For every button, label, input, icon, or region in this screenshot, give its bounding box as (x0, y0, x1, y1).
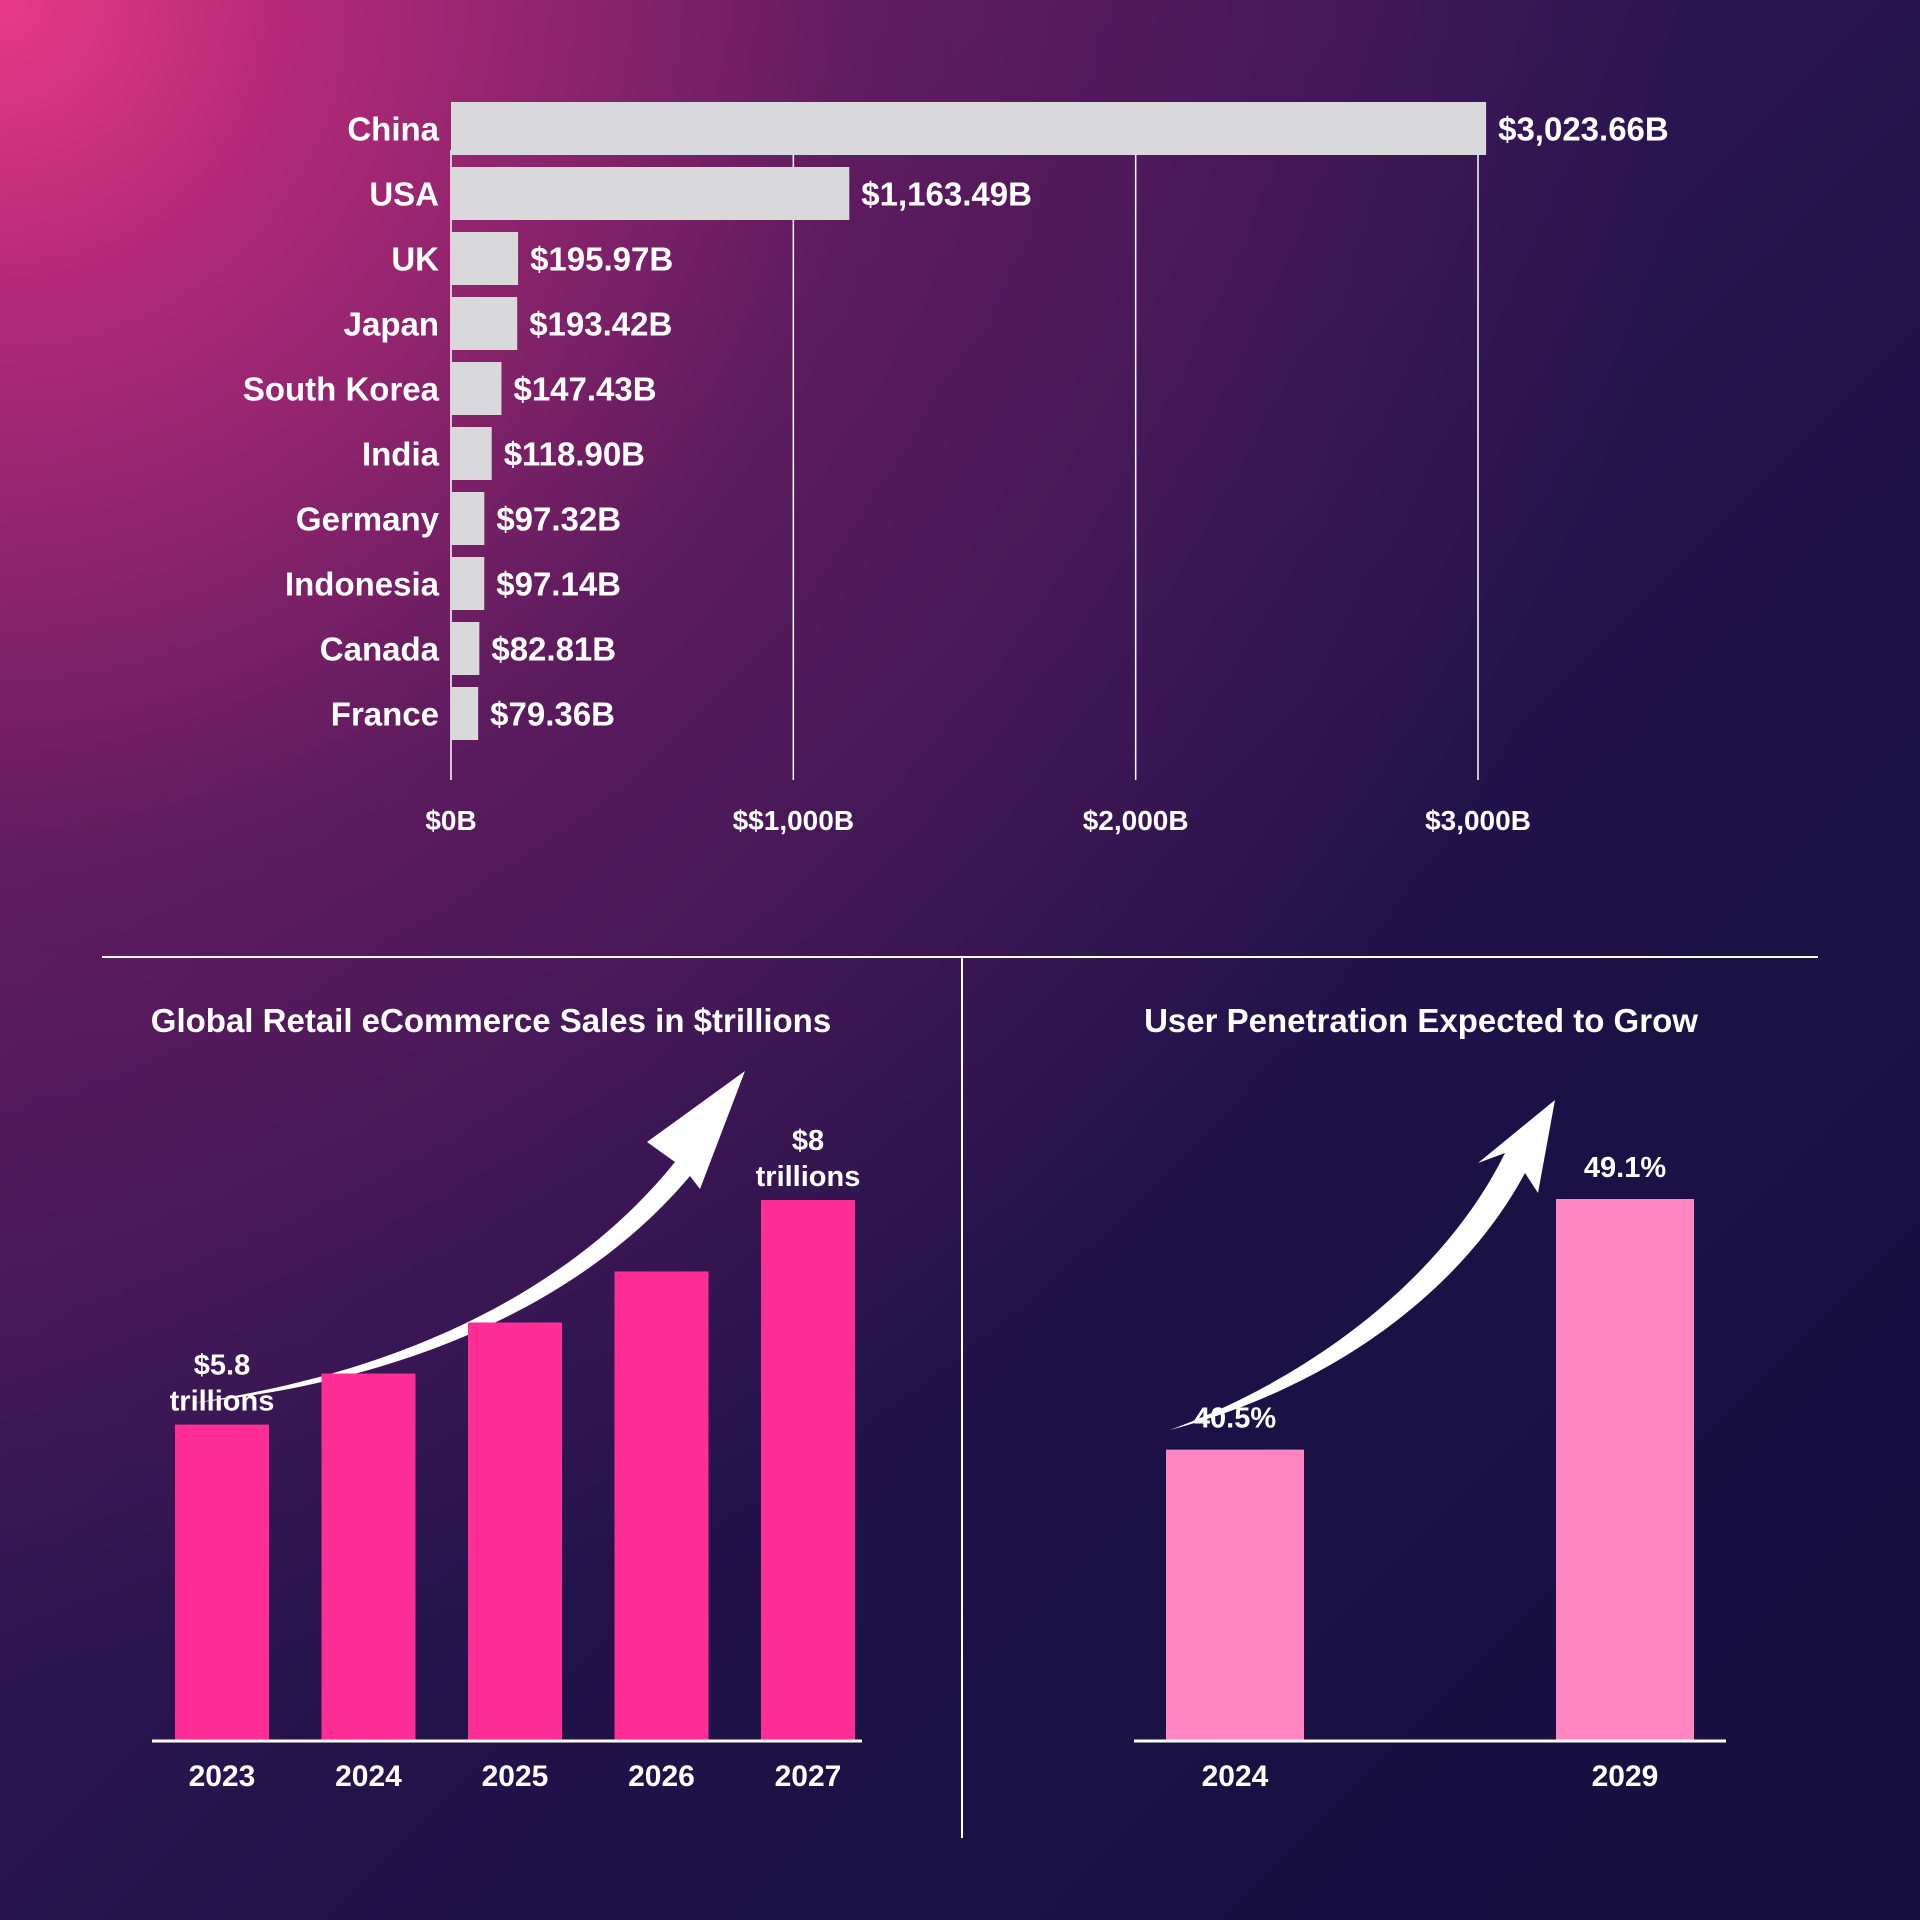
x-tick-label: $$1,000B (733, 805, 854, 836)
value-label-india: $118.90B (504, 436, 645, 473)
user-penetration-chart-title: User Penetration Expected to Grow (1144, 1002, 1698, 1039)
user-penetration-value-labels: 40.5% 49.1% (1194, 1152, 1666, 1435)
category-label-china: China (347, 111, 439, 148)
bar-2025 (468, 1322, 562, 1741)
value-label-japan: $193.42B (529, 306, 672, 343)
year-label-2029: 2029 (1592, 1760, 1659, 1793)
user-penetration-year-labels: 2024 2029 (1202, 1760, 1659, 1793)
category-label-japan: Japan (344, 306, 439, 343)
bar-india (451, 427, 492, 480)
value-label-usa: $1,163.49B (861, 176, 1032, 213)
year-label-2024: 2024 (1202, 1760, 1269, 1793)
category-label-france: France (331, 696, 439, 733)
year-label-2026: 2026 (628, 1760, 695, 1793)
bar-canada (451, 622, 480, 675)
bar-2023 (175, 1424, 269, 1741)
global-sales-annotations: $5.8 trillions $8 trillions (170, 1125, 861, 1418)
category-label-india: India (362, 436, 440, 473)
category-label-canada: Canada (320, 631, 440, 668)
global-sales-chart-title: Global Retail eCommerce Sales in $trilli… (151, 1002, 831, 1039)
category-label-usa: USA (369, 176, 439, 213)
value-label-china: $3,023.66B (1498, 111, 1669, 148)
bar-2029 (1556, 1199, 1694, 1741)
value-label-uk: $195.97B (530, 241, 673, 278)
bar-usa (451, 167, 850, 220)
value-label-2024: 40.5% (1194, 1403, 1276, 1435)
annotation-value-2027: $8 (792, 1125, 824, 1157)
bar-germany (451, 492, 485, 545)
global-sales-year-labels: 2023 2024 2025 2026 2027 (189, 1760, 842, 1793)
bar-south-korea (451, 362, 502, 415)
bar-uk (451, 232, 519, 285)
bar-indonesia (451, 557, 485, 610)
bar-2024 (321, 1373, 416, 1741)
trend-arrow-icon (1170, 1100, 1555, 1430)
value-label-indonesia: $97.14B (496, 566, 621, 603)
annotation-unit-2023: trillions (170, 1386, 275, 1418)
year-label-2025: 2025 (482, 1760, 549, 1793)
bar-china (451, 102, 1487, 155)
global-sales-bars (175, 1200, 855, 1741)
value-label-2029: 49.1% (1584, 1152, 1666, 1184)
global-sales-bar-chart: Global Retail eCommerce Sales in $trilli… (151, 1002, 862, 1793)
hbar-category-labels: China USA UK Japan South Korea India Germany In… (243, 111, 440, 733)
value-label-germany: $97.32B (496, 501, 621, 538)
category-label-south-korea: South Korea (243, 371, 440, 408)
bar-2027 (761, 1200, 855, 1741)
country-sales-bar-chart: China USA UK Japan South Korea India Germany In… (243, 102, 1669, 836)
value-label-canada: $82.81B (491, 631, 616, 668)
hbar-value-labels: $3,023.66B $1,163.49B $195.97B $193.42B $147… (490, 111, 1669, 733)
hbar-bars (451, 102, 1487, 740)
bar-2026 (614, 1271, 709, 1741)
user-penetration-bars (1166, 1199, 1694, 1741)
x-tick-label: $2,000B (1083, 805, 1189, 836)
category-label-indonesia: Indonesia (285, 566, 440, 603)
year-label-2024: 2024 (335, 1760, 402, 1793)
bar-france (451, 687, 479, 740)
x-tick-label: $3,000B (1425, 805, 1531, 836)
bar-2024 (1166, 1449, 1304, 1741)
bar-japan (451, 297, 518, 350)
value-label-south-korea: $147.43B (513, 371, 656, 408)
year-label-2027: 2027 (775, 1760, 842, 1793)
category-label-germany: Germany (296, 501, 440, 538)
value-label-france: $79.36B (490, 696, 615, 733)
annotation-unit-2027: trillions (756, 1161, 861, 1193)
user-penetration-bar-chart: User Penetration Expected to Grow 40.5%4… (1134, 1002, 1726, 1793)
annotation-value-2023: $5.8 (194, 1350, 250, 1382)
hbar-tick-labels: $0B $$1,000B $2,000B $3,000B (425, 805, 1531, 836)
year-label-2023: 2023 (189, 1760, 256, 1793)
category-label-uk: UK (391, 241, 439, 278)
x-tick-label: $0B (425, 805, 476, 836)
